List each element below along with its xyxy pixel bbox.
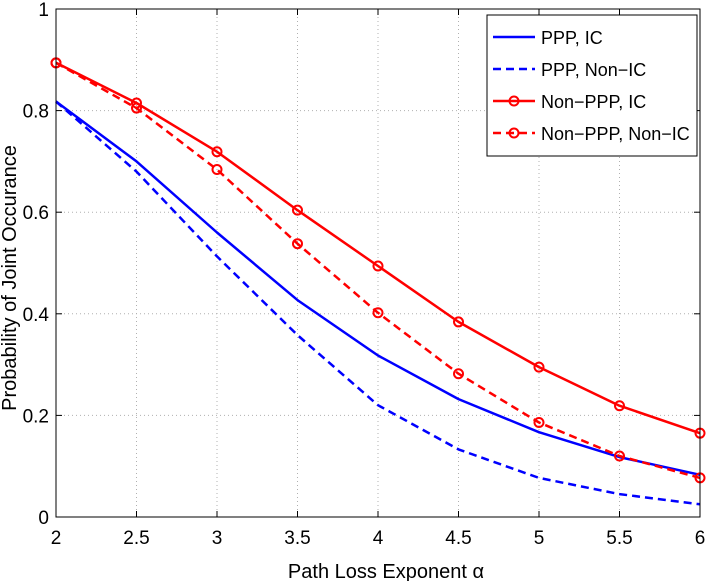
data-point-3 <box>292 204 303 216</box>
legend-label-1: PPP, IC <box>541 28 603 48</box>
data-point-4 <box>372 307 384 319</box>
x-tick-label: 5.5 <box>606 528 632 549</box>
series-line-3 <box>55 61 701 435</box>
data-point-3 <box>372 260 384 272</box>
data-point-4 <box>131 102 142 114</box>
data-point-4 <box>211 164 223 176</box>
data-point-4 <box>292 238 303 250</box>
series-line-2 <box>55 100 701 506</box>
x-tick-label: 4 <box>373 528 384 549</box>
x-tick-label: 3.5 <box>284 528 310 549</box>
series-line-4 <box>55 61 701 480</box>
data-point-3 <box>533 361 545 373</box>
y-tick-label: 0.2 <box>23 406 49 427</box>
legend-label-2: PPP, Non−IC <box>541 60 646 80</box>
x-axis-title: Path Loss Exponent α <box>288 561 484 581</box>
y-tick-label: 0.4 <box>23 305 50 326</box>
x-tick-label: 5 <box>534 528 545 549</box>
legend-label-3: Non−PPP, IC <box>541 92 646 112</box>
legend-marker-3 <box>508 95 520 107</box>
data-point-4 <box>614 450 625 462</box>
data-point-4 <box>453 368 464 380</box>
data-point-4 <box>533 417 545 429</box>
axis-ticks: 2 2.5 3 3.5 4 4.5 5 5.5 6 0 0.2 0.4 0.6 0.8 1 <box>23 0 706 549</box>
x-tick-label: 3 <box>212 528 223 549</box>
x-tick-label: 4.5 <box>445 528 471 549</box>
y-tick-label: 1 <box>38 0 49 21</box>
x-tick-label: 2.5 <box>123 528 149 549</box>
series-line-1 <box>55 100 701 477</box>
legend-marker-4 <box>508 127 520 139</box>
legend-label-4: Non−PPP, Non−IC <box>541 124 690 144</box>
y-tick-label: 0 <box>38 508 49 529</box>
x-tick-label: 6 <box>695 528 706 549</box>
y-axis-title: Probability of Joint Occurance <box>0 145 21 411</box>
x-tick-label: 2 <box>51 528 62 549</box>
legend: PPP, IC PPP, Non−IC Non−PPP, IC Non−PPP, No… <box>486 14 698 157</box>
data-point-3 <box>614 400 625 412</box>
y-tick-label: 0.8 <box>23 102 49 123</box>
y-tick-label: 0.6 <box>23 203 49 224</box>
data-point-3 <box>453 316 464 328</box>
data-point-3 <box>211 146 223 158</box>
